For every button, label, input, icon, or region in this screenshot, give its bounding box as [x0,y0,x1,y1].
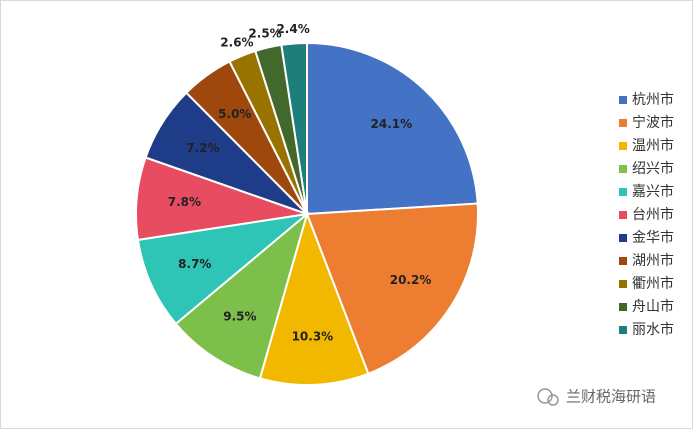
legend-label: 丽水市 [632,321,674,338]
legend-label: 金华市 [632,229,674,246]
data-label: 24.1% [371,117,413,131]
legend-label: 温州市 [632,137,674,154]
watermark-icon [547,394,559,406]
legend-swatch [619,165,627,173]
pie-slice [258,210,370,386]
pie-slice [136,212,311,326]
watermark-icon [537,388,553,404]
legend-swatch [619,188,627,196]
legend-swatch [619,303,627,311]
legend-label: 舟山市 [632,298,674,315]
data-label: 8.7% [178,257,211,271]
legend-label: 宁波市 [632,114,674,131]
legend-label: 台州市 [632,206,674,223]
data-label: 2.5% [248,26,281,40]
data-label: 7.8% [168,195,201,209]
legend-label: 杭州市 [632,91,674,108]
pie-slice [306,41,479,216]
data-label: 9.5% [223,310,256,324]
legend-label: 嘉兴市 [632,183,674,200]
legend-label: 湖州市 [632,252,674,269]
legend-swatch [619,119,627,127]
watermark: 兰财税海研语 [566,388,656,406]
pie-slice [305,202,479,375]
data-label: 2.4% [276,22,309,36]
data-label: 20.2% [390,273,432,287]
data-label: 7.2% [186,141,219,155]
legend-swatch [619,326,627,334]
legend-swatch [619,280,627,288]
watermark-group: 兰财税海研语 [537,388,656,406]
legend-label: 衢州市 [632,275,674,292]
legend-swatch [619,257,627,265]
pie-slice [280,41,308,215]
data-label: 2.6% [220,35,253,49]
legend-swatch [619,142,627,150]
legend-label: 绍兴市 [632,160,674,177]
pie-slice [174,211,309,380]
legend-swatch [619,96,627,104]
legend-swatch [619,234,627,242]
data-label: 5.0% [218,107,251,121]
data-label: 10.3% [292,330,334,344]
legend-swatch [619,211,627,219]
